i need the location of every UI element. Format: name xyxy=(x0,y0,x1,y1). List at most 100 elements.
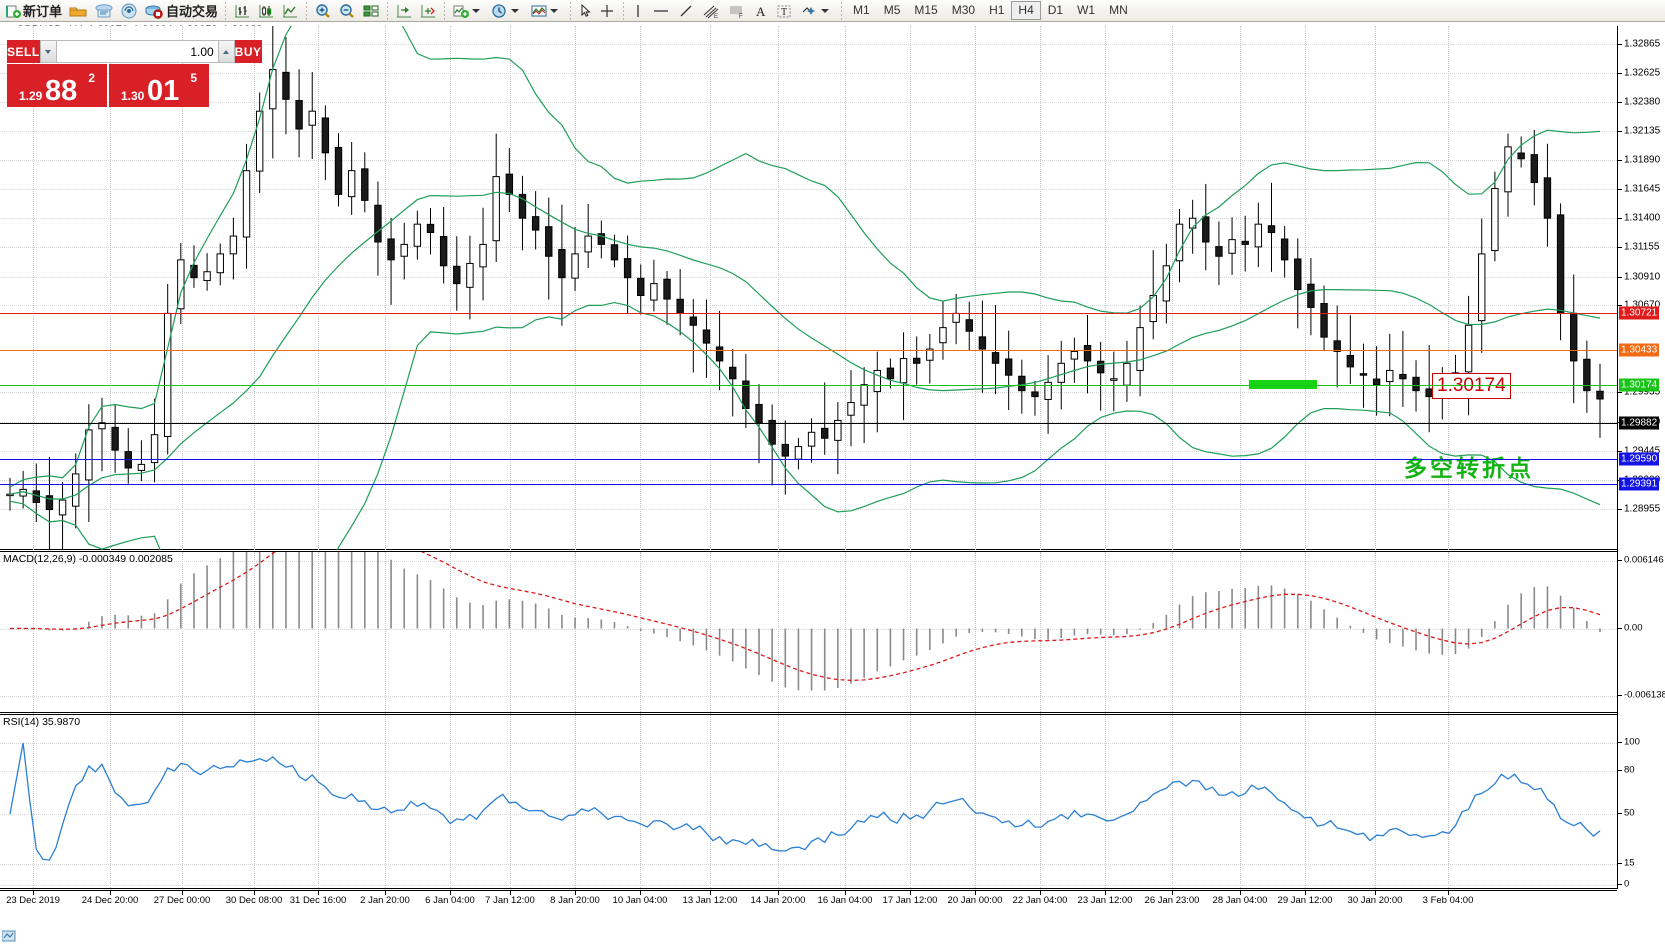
volume-input[interactable] xyxy=(56,41,218,62)
volume-increase-button[interactable] xyxy=(217,41,234,62)
fibonacci-button[interactable]: F xyxy=(724,1,750,21)
gridline xyxy=(110,26,111,550)
time-tick xyxy=(318,891,319,895)
time-label-18: 28 Jan 04:00 xyxy=(1212,895,1268,906)
toolbar-separator-4 xyxy=(444,1,446,20)
chart-shift-button[interactable] xyxy=(392,1,416,21)
cursor-button[interactable] xyxy=(575,1,595,21)
price-level-line-1.30174[interactable] xyxy=(0,385,1617,386)
time-label-11: 14 Jan 20:00 xyxy=(750,895,806,906)
volume-decrease-button[interactable] xyxy=(40,41,57,62)
axis-label-macd-2: -0.006138 xyxy=(1624,689,1665,701)
timeframe-m30[interactable]: M30 xyxy=(951,3,976,17)
bollinger-upper xyxy=(9,26,1601,488)
axis-label-price-10: 1.29935 xyxy=(1624,386,1661,398)
bar-chart-button[interactable] xyxy=(230,1,254,21)
timeframe-d1[interactable]: D1 xyxy=(1047,3,1064,17)
gridline xyxy=(975,552,976,714)
price-level-line-1.29391[interactable] xyxy=(0,484,1617,485)
text-button[interactable]: A xyxy=(750,1,772,21)
candlestick-series xyxy=(6,26,1604,550)
volume-stepper[interactable] xyxy=(39,40,235,63)
time-label-9: 10 Jan 04:00 xyxy=(612,895,668,906)
gridline xyxy=(318,552,319,714)
sell-price-display[interactable]: 1.29 88 2 xyxy=(7,64,107,107)
line-chart-button[interactable] xyxy=(278,1,302,21)
buy-price-sup: 5 xyxy=(190,71,197,85)
macd-series xyxy=(9,552,1601,691)
gridline-h xyxy=(0,743,1617,744)
new-order-button[interactable]: 新订单 xyxy=(2,1,65,21)
time-tick xyxy=(254,891,255,895)
one-click-trading-panel[interactable]: SELL BUY 1.29 88 2 1.30 01 5 xyxy=(7,40,262,107)
timeframe-mn[interactable]: MN xyxy=(1109,3,1128,17)
gridline-h xyxy=(0,305,1617,307)
data-folder-button[interactable] xyxy=(65,1,91,21)
timeframe-w1[interactable]: W1 xyxy=(1077,3,1096,17)
axis-tick xyxy=(1618,72,1622,74)
time-label-21: 3 Feb 04:00 xyxy=(1422,895,1474,906)
indicators-button[interactable] xyxy=(449,1,488,21)
timeframe-m1[interactable]: M1 xyxy=(853,3,870,17)
time-tick xyxy=(975,891,976,895)
objects-dropdown-arrow[interactable] xyxy=(821,8,830,13)
buy-price-display[interactable]: 1.30 01 5 xyxy=(109,64,209,107)
trade-panel-prices: 1.29 88 2 1.30 01 5 xyxy=(7,64,209,107)
gridline-h xyxy=(0,247,1617,249)
signals-button[interactable] xyxy=(117,1,141,21)
vertical-line-button[interactable] xyxy=(628,1,648,21)
green-highlight-marker[interactable] xyxy=(1249,380,1317,389)
time-tick xyxy=(778,891,779,895)
auto-scroll-button[interactable] xyxy=(416,1,440,21)
trendline-button[interactable] xyxy=(674,1,698,21)
time-tick xyxy=(575,891,576,895)
timeframe-m15[interactable]: M15 xyxy=(914,3,938,17)
chevron-up-icon xyxy=(223,49,230,54)
zoom-in-button[interactable] xyxy=(311,1,335,21)
sell-button[interactable]: SELL xyxy=(7,40,40,63)
zoom-out-button[interactable] xyxy=(335,1,359,21)
timeframe-h1[interactable]: H1 xyxy=(989,3,1005,17)
axis-tick xyxy=(1618,862,1622,864)
time-label-0: 23 Dec 2019 xyxy=(6,895,60,906)
terminal-button[interactable] xyxy=(91,1,117,21)
axis-label-rsi-3: 15 xyxy=(1624,857,1635,869)
time-axis[interactable]: 23 Dec 2019 24 Dec 20:00 27 Dec 00:00 30 De… xyxy=(0,890,1617,944)
crosshair-button[interactable] xyxy=(595,1,619,21)
buy-button[interactable]: BUY xyxy=(234,40,262,63)
chart-corner-icon[interactable] xyxy=(2,930,16,942)
price-chart-pane[interactable] xyxy=(0,26,1617,550)
axis-label-price-4: 1.31890 xyxy=(1624,154,1661,166)
price-level-tag-1.29391: 1.29391 xyxy=(1619,477,1660,491)
time-tick xyxy=(1240,891,1241,895)
objects-button[interactable] xyxy=(796,1,837,21)
tile-windows-button[interactable] xyxy=(359,1,383,21)
horizontal-line-button[interactable] xyxy=(648,1,674,21)
time-label-19: 29 Jan 12:00 xyxy=(1277,895,1333,906)
svg-text:E: E xyxy=(714,14,718,19)
equidistant-channel-button[interactable]: E xyxy=(698,1,724,21)
periods-button[interactable] xyxy=(488,1,527,21)
macd-pane[interactable] xyxy=(0,551,1617,714)
macd-signal-line xyxy=(9,552,1601,682)
autotrade-button[interactable]: 自动交易 xyxy=(141,1,221,21)
candlestick-chart-button[interactable] xyxy=(254,1,278,21)
time-label-3: 30 Dec 08:00 xyxy=(225,895,283,906)
gridline xyxy=(910,26,911,550)
toolbar-separator-6 xyxy=(623,1,625,20)
timeframe-h4[interactable]: H4 xyxy=(1011,1,1041,20)
gridline xyxy=(1040,715,1041,890)
price-level-line-1.29590[interactable] xyxy=(0,459,1617,460)
timeframe-m5[interactable]: M5 xyxy=(883,3,901,17)
price-level-line-1.30721[interactable] xyxy=(0,313,1617,314)
price-level-line-1.29882[interactable] xyxy=(0,423,1617,424)
templates-button[interactable] xyxy=(527,1,566,21)
rsi-pane[interactable] xyxy=(0,714,1617,890)
price-axis[interactable]: 1.32865 1.32625 1.32380 1.32135 1.31890 1.316… xyxy=(1617,26,1665,890)
indicators-dropdown-arrow[interactable] xyxy=(472,8,481,13)
axis-tick xyxy=(1618,560,1622,561)
price-level-line-1.30433[interactable] xyxy=(0,350,1617,351)
text-label-button[interactable]: T xyxy=(772,1,796,21)
periods-dropdown-arrow[interactable] xyxy=(511,8,520,13)
templates-dropdown-arrow[interactable] xyxy=(550,8,559,13)
